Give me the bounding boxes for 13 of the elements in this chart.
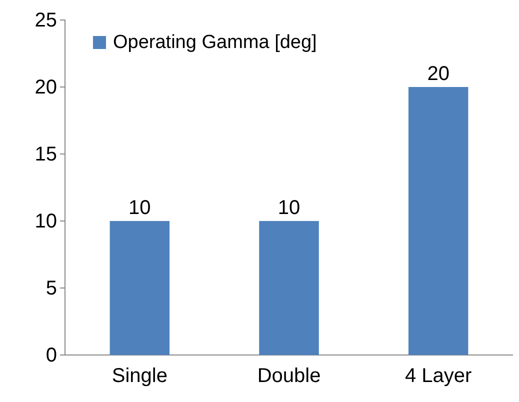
x-tick-label: 4 Layer — [404, 365, 472, 387]
y-tick-label: 15 — [34, 143, 57, 166]
y-tick-label: 0 — [46, 344, 57, 366]
data-label: 10 — [278, 197, 300, 219]
y-tick-label: 20 — [34, 76, 57, 98]
x-tick-label: Double — [257, 365, 321, 387]
y-tick-label: 25 — [34, 9, 57, 32]
data-label: 10 — [128, 197, 151, 219]
x-tick-label: Single — [112, 365, 168, 387]
y-tick-label: 5 — [46, 277, 57, 300]
data-label: 20 — [427, 63, 450, 85]
y-tick-label: 10 — [34, 210, 57, 232]
legend-label: Operating Gamma [deg] — [113, 32, 317, 53]
